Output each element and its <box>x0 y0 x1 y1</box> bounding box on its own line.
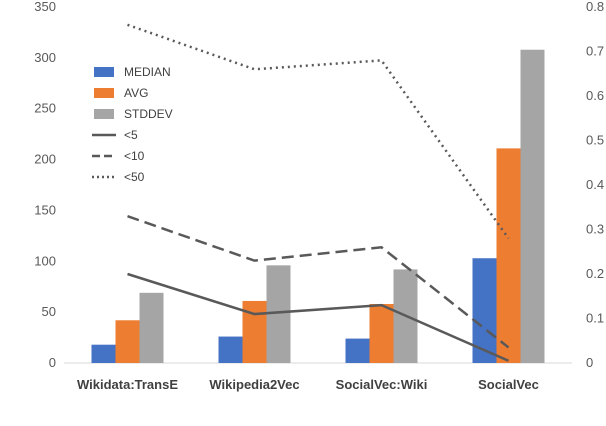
y-left-tick-label: 250 <box>34 101 56 116</box>
bar-median-socialvec-wiki <box>345 338 370 363</box>
line-lt10 <box>127 214 510 349</box>
y-right-tick-label: 0.3 <box>586 222 604 237</box>
y-right-tick-label: 0.1 <box>586 311 604 326</box>
legend-label-avg: AVG <box>124 86 148 100</box>
y-right-tick-label: 0 <box>586 355 593 370</box>
legend: MEDIAN AVG STDDEV <5 <10 <50 <box>92 65 173 184</box>
bar-avg-socialvec <box>496 148 521 363</box>
y-right-tick-label: 0.2 <box>586 266 604 281</box>
legend-swatch-stddev <box>94 109 114 119</box>
bar-median-wikidata-transe <box>91 344 116 363</box>
line-lt5 <box>127 272 510 362</box>
y-right-tick-label: 0.6 <box>586 88 604 103</box>
y-left-tick-label: 200 <box>34 152 56 167</box>
y-left-tick-label: 350 <box>34 0 56 14</box>
y-left-tick-label: 50 <box>42 304 56 319</box>
legend-label-lt5: <5 <box>124 128 138 142</box>
y-left-tick-label: 0 <box>49 355 56 370</box>
bar-avg-socialvec-wiki <box>369 304 394 363</box>
y-left-tick-label: 300 <box>34 50 56 65</box>
x-tick-label: Wikipedia2Vec <box>209 377 299 392</box>
y-right-tick-label: 0.5 <box>586 133 604 148</box>
legend-label-median: MEDIAN <box>124 65 171 79</box>
bar-stddev-socialvec <box>520 49 545 363</box>
x-tick-label: Wikidata:TransE <box>77 377 178 392</box>
y-left-ticks: 0 50 100 150 200 250 300 350 <box>34 0 56 370</box>
legend-swatch-median <box>94 67 114 77</box>
y-left-tick-label: 150 <box>34 202 56 217</box>
legend-swatch-avg <box>94 88 114 98</box>
legend-label-lt50: <50 <box>124 170 145 184</box>
y-left-tick-label: 100 <box>34 253 56 268</box>
legend-label-lt10: <10 <box>124 149 145 163</box>
y-right-tick-label: 0.8 <box>586 0 604 14</box>
y-right-tick-label: 0.7 <box>586 44 604 59</box>
bars <box>91 49 545 363</box>
y-right-ticks: 0 0.1 0.2 0.3 0.4 0.5 0.6 0.7 0.8 <box>586 0 604 370</box>
x-tick-label: SocialVec:Wiki <box>336 377 428 392</box>
bar-median-wikipedia2vec <box>218 336 243 363</box>
y-right-tick-label: 0.4 <box>586 177 604 192</box>
legend-label-stddev: STDDEV <box>124 107 173 121</box>
bar-avg-wikidata-transe <box>115 320 140 363</box>
line-lt50 <box>127 23 510 240</box>
lines <box>127 23 510 362</box>
category-labels: Wikidata:TransE Wikipedia2Vec SocialVec:Wi… <box>77 377 539 392</box>
bar-stddev-wikidata-transe <box>139 292 164 363</box>
x-tick-label: SocialVec <box>478 377 539 392</box>
